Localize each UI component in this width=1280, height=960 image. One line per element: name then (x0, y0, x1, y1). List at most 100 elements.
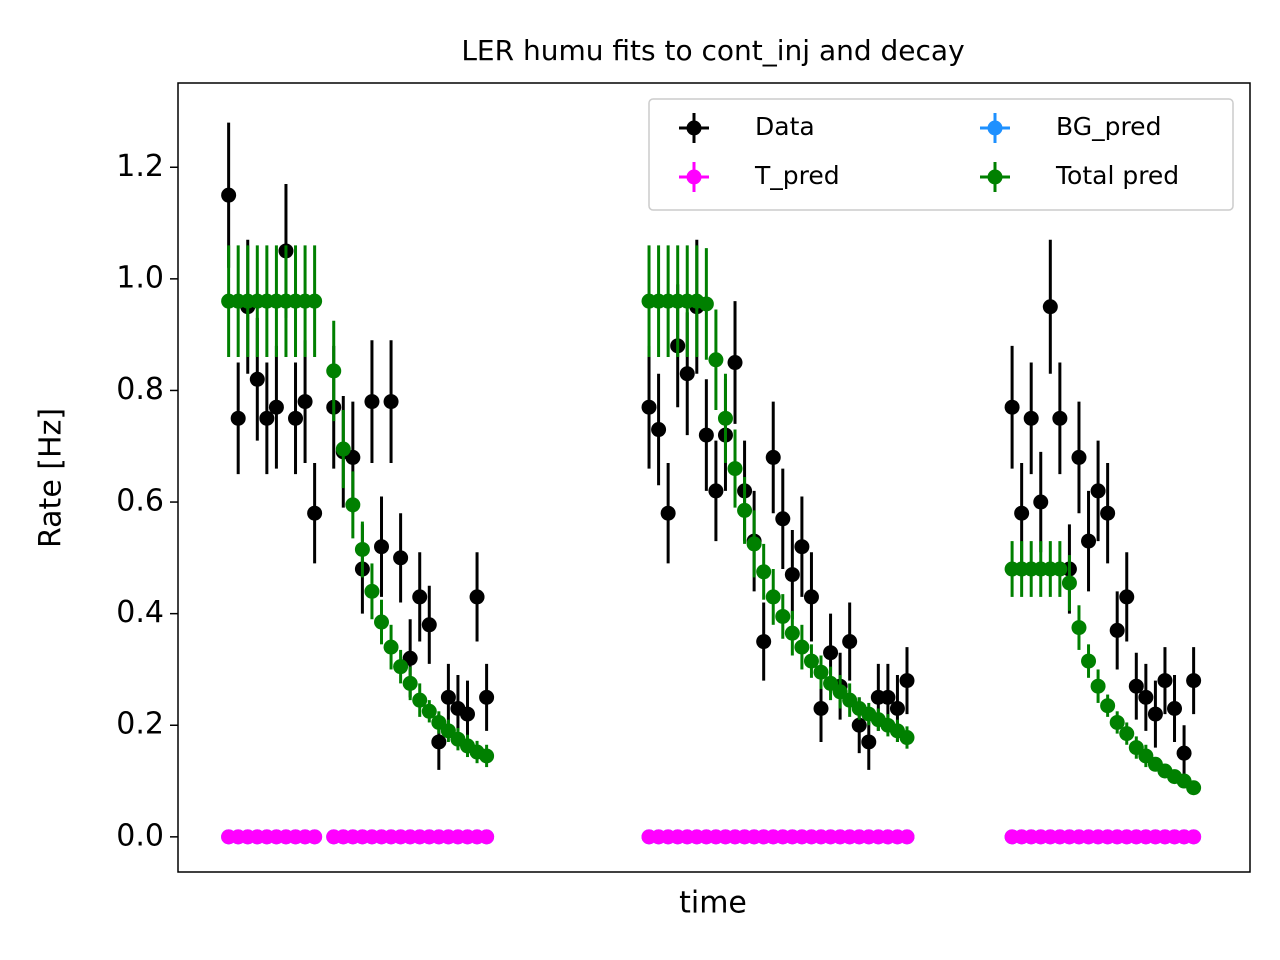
chart-title: LER humu fits to cont_inj and decay (461, 34, 964, 67)
y-tick-label: 0.4 (116, 595, 164, 630)
marker (794, 539, 810, 555)
y-tick-label: 0.8 (116, 372, 164, 407)
marker (307, 505, 323, 521)
marker (307, 293, 323, 309)
x-axis-label: time (679, 886, 747, 921)
marker (440, 689, 456, 705)
marker (794, 639, 810, 655)
marker (784, 567, 800, 583)
marker (1081, 533, 1097, 549)
marker (727, 461, 743, 477)
marker (259, 410, 275, 426)
marker (412, 589, 428, 605)
marker (393, 550, 409, 566)
marker (1176, 745, 1192, 761)
marker (1119, 726, 1135, 742)
legend-marker (686, 169, 702, 185)
marker (421, 703, 437, 719)
marker (1081, 653, 1097, 669)
marker (1109, 714, 1125, 730)
marker (1186, 673, 1202, 689)
y-tick-label: 0.6 (116, 484, 164, 519)
marker (364, 583, 380, 599)
marker (1138, 689, 1154, 705)
marker (288, 410, 304, 426)
legend-marker (987, 169, 1003, 185)
marker (307, 829, 323, 845)
y-tick-label: 0.0 (116, 818, 164, 853)
marker (737, 502, 753, 518)
marker (1033, 494, 1049, 510)
marker (899, 730, 915, 746)
marker (775, 511, 791, 527)
marker (297, 394, 313, 410)
marker (374, 614, 390, 630)
marker (641, 399, 657, 415)
marker (803, 589, 819, 605)
marker (880, 689, 896, 705)
marker (383, 394, 399, 410)
marker (383, 639, 399, 655)
series (221, 245, 1202, 796)
marker (1052, 410, 1068, 426)
marker (364, 394, 380, 410)
marker (717, 410, 733, 426)
legend-label: Total pred (1055, 161, 1179, 190)
marker (1090, 678, 1106, 694)
marker (1071, 449, 1087, 465)
marker (221, 187, 237, 203)
marker (230, 410, 246, 426)
y-axis-label: Rate [Hz] (34, 408, 69, 548)
marker (1071, 620, 1087, 636)
marker (698, 427, 714, 443)
marker (861, 734, 877, 750)
marker (402, 675, 418, 691)
marker (1128, 678, 1144, 694)
marker (335, 441, 351, 457)
legend-marker (987, 120, 1003, 136)
axes-frame (177, 82, 1251, 873)
y-tick-label: 1.2 (116, 149, 164, 184)
marker (775, 608, 791, 624)
marker (326, 363, 342, 379)
marker (823, 645, 839, 661)
marker (1023, 410, 1039, 426)
marker (1186, 829, 1202, 845)
marker (708, 483, 724, 499)
marker (393, 659, 409, 675)
marker (899, 829, 915, 845)
marker (1157, 673, 1173, 689)
marker (1061, 575, 1077, 591)
marker (1014, 505, 1030, 521)
marker (698, 296, 714, 312)
marker (679, 366, 695, 382)
marker (889, 701, 905, 717)
marker (756, 564, 772, 580)
marker (459, 706, 475, 722)
marker (1052, 561, 1068, 577)
marker (1042, 299, 1058, 315)
legend-label: BG_pred (1056, 112, 1161, 141)
marker (479, 748, 495, 764)
marker (1109, 622, 1125, 638)
marker (803, 653, 819, 669)
marker (813, 664, 829, 680)
marker (727, 355, 743, 371)
marker (1090, 483, 1106, 499)
marker (1119, 589, 1135, 605)
marker (842, 634, 858, 650)
marker (1100, 505, 1116, 521)
marker (479, 689, 495, 705)
marker (431, 734, 447, 750)
legend: Data BG_pred T_pred Total pred (648, 98, 1234, 211)
series (221, 829, 1202, 845)
marker (784, 625, 800, 641)
marker (1186, 780, 1202, 796)
marker (1100, 698, 1116, 714)
marker (851, 717, 867, 733)
marker (345, 497, 361, 513)
marker (1147, 706, 1163, 722)
marker (756, 634, 772, 650)
y-tick-label: 0.2 (116, 707, 164, 742)
